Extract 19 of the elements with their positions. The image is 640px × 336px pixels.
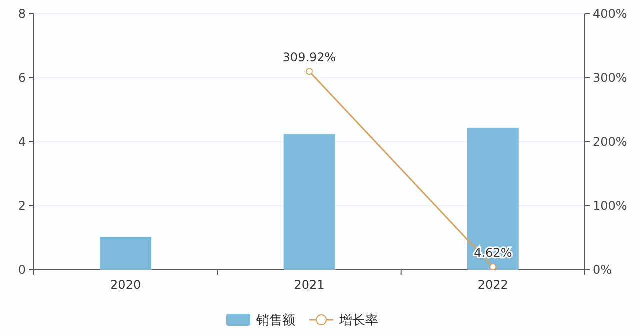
legend-label: 增长率 — [338, 312, 378, 328]
y-tick-label: 0 — [18, 263, 26, 277]
bar — [284, 134, 336, 270]
bar — [100, 237, 152, 270]
data-label: 309.92% — [282, 50, 336, 65]
y2-tick-label: 200% — [593, 135, 628, 149]
y2-tick-label: 300% — [593, 71, 628, 85]
bar — [467, 128, 519, 270]
y-tick-label: 4 — [18, 135, 26, 149]
y-tick-label: 6 — [18, 71, 26, 85]
x-tick-label: 2021 — [294, 278, 325, 292]
x-tick-label: 2020 — [110, 278, 142, 292]
y2-tick-label: 0% — [593, 263, 612, 277]
legend-label: 销售额 — [256, 314, 296, 328]
y-tick-label: 8 — [18, 7, 26, 21]
x-tick-label: 2022 — [478, 278, 508, 292]
y-tick-label: 2 — [18, 199, 26, 213]
y2-tick-label: 100% — [593, 199, 628, 213]
y2-tick-label: 400% — [593, 7, 628, 21]
